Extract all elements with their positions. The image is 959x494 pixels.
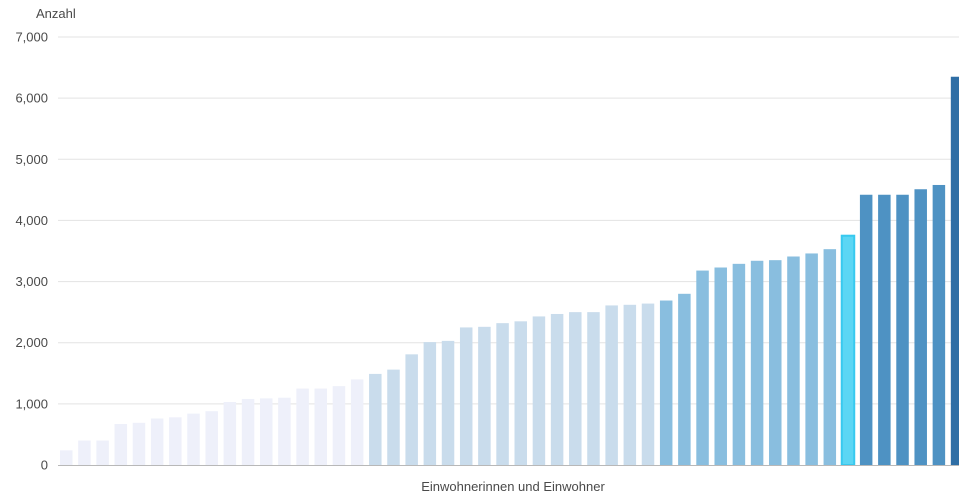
bar[interactable]	[350, 379, 364, 465]
bars	[60, 76, 959, 466]
y-tick-label: 4,000	[15, 213, 48, 228]
bar[interactable]	[641, 303, 655, 465]
bar[interactable]	[532, 316, 546, 465]
x-axis-label: Einwohnerinnen und Einwohner	[421, 479, 605, 494]
bar[interactable]	[769, 260, 782, 465]
bar[interactable]	[569, 312, 582, 465]
bar[interactable]	[369, 373, 382, 465]
bar[interactable]	[78, 440, 91, 465]
y-tick-label: 6,000	[15, 91, 48, 106]
bar[interactable]	[496, 323, 509, 465]
bar[interactable]	[514, 321, 528, 465]
bar[interactable]	[150, 418, 164, 465]
bar[interactable]	[605, 305, 618, 465]
y-tick-label: 0	[41, 458, 48, 473]
bar[interactable]	[878, 194, 891, 465]
bar[interactable]	[259, 398, 273, 465]
bar[interactable]	[678, 293, 691, 465]
bar[interactable]	[114, 424, 128, 465]
bar[interactable]	[859, 194, 873, 465]
bar[interactable]	[914, 189, 927, 465]
bar-highlighted[interactable]	[840, 234, 856, 466]
bar[interactable]	[823, 249, 837, 465]
bar[interactable]	[696, 270, 709, 465]
bar[interactable]	[623, 304, 637, 465]
bar[interactable]	[950, 76, 959, 466]
bar[interactable]	[478, 326, 491, 465]
bar[interactable]	[459, 327, 473, 465]
bar[interactable]	[60, 450, 73, 465]
bar[interactable]	[187, 413, 200, 465]
gridlines	[58, 36, 959, 405]
bar[interactable]	[441, 340, 455, 465]
y-tick-label: 5,000	[15, 152, 48, 167]
y-axis-ticks: 0 1,000 2,000 3,000 4,000 5,000 6,000 7,000	[15, 30, 48, 473]
bar[interactable]	[169, 417, 182, 465]
bar[interactable]	[387, 369, 400, 465]
y-axis-label: Anzahl	[36, 6, 76, 21]
bar[interactable]	[787, 256, 800, 466]
bar[interactable]	[587, 312, 600, 465]
bar[interactable]	[659, 300, 673, 465]
bar[interactable]	[896, 194, 909, 465]
bar[interactable]	[423, 342, 437, 465]
bar[interactable]	[405, 354, 418, 465]
bar[interactable]	[96, 440, 109, 465]
bar[interactable]	[714, 267, 727, 465]
bar[interactable]	[296, 388, 309, 465]
bar[interactable]	[550, 313, 564, 465]
bar[interactable]	[932, 184, 946, 465]
bar[interactable]	[314, 388, 328, 465]
y-tick-label: 2,000	[15, 335, 48, 350]
y-tick-label: 7,000	[15, 30, 48, 45]
bar[interactable]	[241, 398, 255, 465]
bar[interactable]	[805, 253, 818, 465]
bar[interactable]	[332, 386, 346, 465]
bar[interactable]	[223, 402, 237, 465]
bar[interactable]	[732, 263, 746, 465]
y-tick-label: 1,000	[15, 396, 48, 411]
bar[interactable]	[278, 397, 291, 465]
y-tick-label: 3,000	[15, 274, 48, 289]
bar[interactable]	[750, 260, 764, 465]
bar[interactable]	[132, 422, 146, 465]
bar[interactable]	[205, 411, 218, 465]
